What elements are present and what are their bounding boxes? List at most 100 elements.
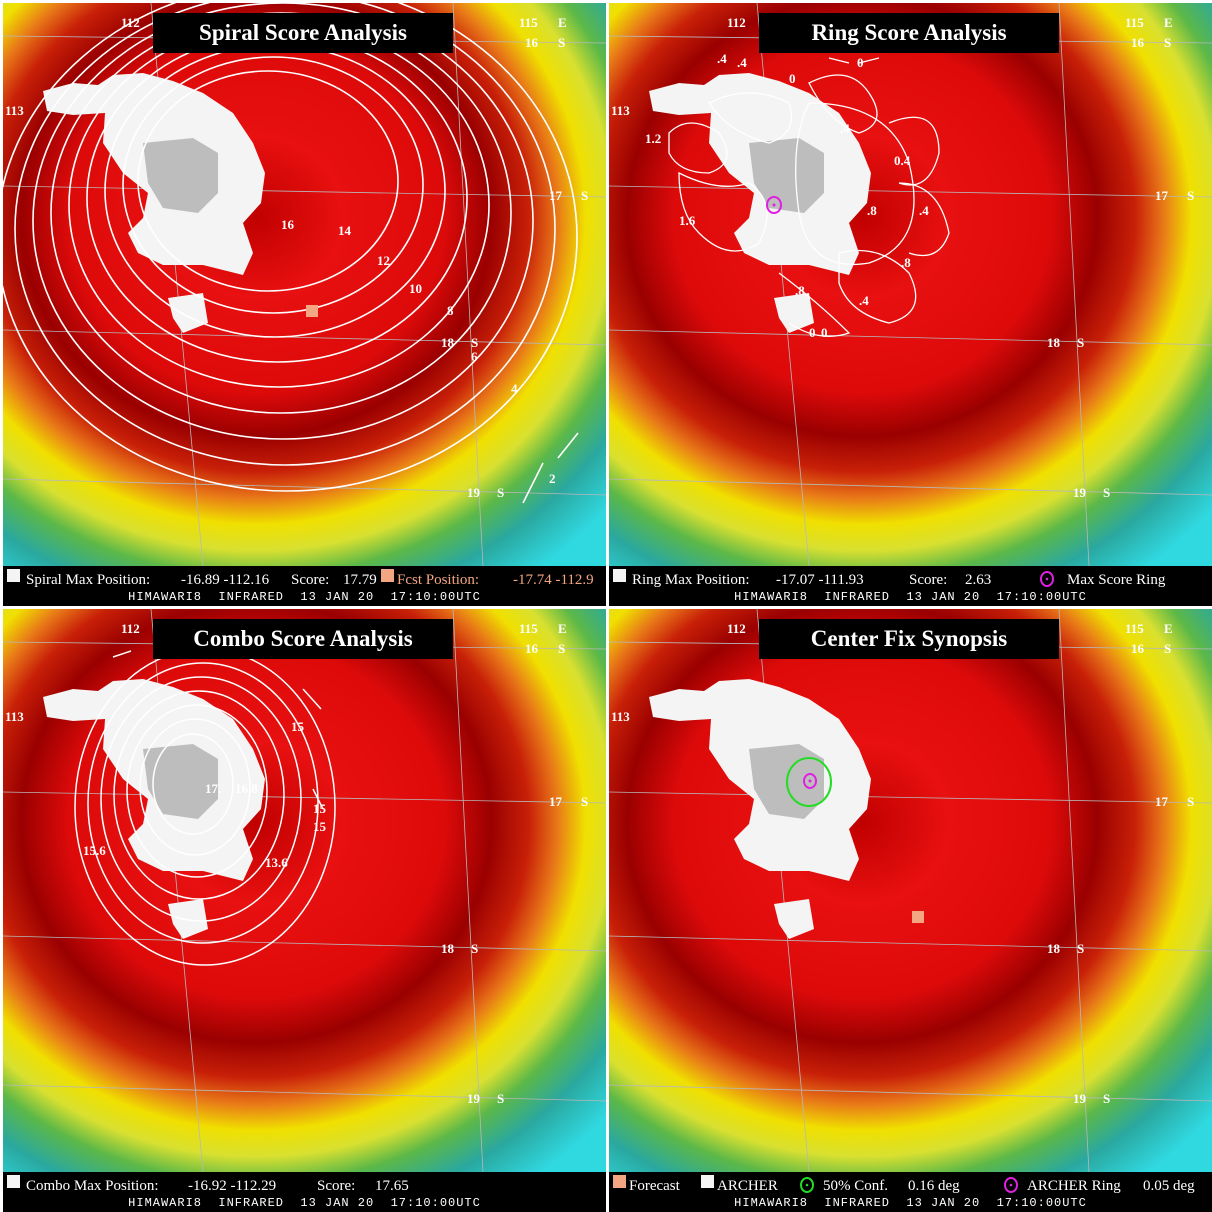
svg-text:19: 19 bbox=[1073, 485, 1087, 500]
white-square-icon bbox=[613, 569, 626, 582]
grid-labels: 112 115 E 113 16 S 17 S 18 S 19 S bbox=[5, 621, 588, 1106]
svg-text:S: S bbox=[581, 794, 588, 809]
svg-text:115: 115 bbox=[1125, 15, 1144, 30]
cloud-cluster bbox=[43, 73, 265, 333]
spiral-contours bbox=[3, 3, 579, 504]
panel-title: Center Fix Synopsis bbox=[759, 619, 1059, 659]
svg-text:115: 115 bbox=[1125, 621, 1144, 636]
svg-text:19: 19 bbox=[467, 485, 481, 500]
svg-text:13.6: 13.6 bbox=[265, 855, 288, 870]
svg-text:15: 15 bbox=[313, 819, 327, 834]
max-ring bbox=[766, 196, 782, 214]
synopsis-panel: 112 115 E 113 16 S 17 S 18 S 19 S Center… bbox=[609, 609, 1212, 1212]
combo-panel: 15 15 15 15.6 13.6 17. 16.8 112 115 E 11… bbox=[3, 609, 606, 1212]
svg-text:19: 19 bbox=[1073, 1091, 1087, 1106]
combo-score-label: Score: bbox=[317, 1178, 356, 1194]
svg-text:.8: .8 bbox=[901, 255, 911, 270]
combo-contours bbox=[74, 648, 336, 966]
svg-text:S: S bbox=[558, 641, 565, 656]
svg-text:15: 15 bbox=[313, 801, 327, 816]
ring-contours bbox=[668, 57, 950, 337]
spiral-map[interactable]: 16 14 12 10 8 6 4 2 112 115 E 113 16 S 1… bbox=[3, 3, 606, 566]
spiral-max-value: -16.89 -112.16 bbox=[181, 572, 270, 588]
archer-ring-icon bbox=[1004, 1177, 1018, 1193]
svg-text:16.8: 16.8 bbox=[235, 781, 258, 796]
fcst-label: Fcst Position: bbox=[397, 572, 480, 588]
svg-text:17.: 17. bbox=[205, 781, 221, 796]
satellite-info: HIMAWARI8 INFRARED 13 JAN 20 17:10:00UTC bbox=[734, 1196, 1087, 1210]
combo-score-value: 17.65 bbox=[375, 1178, 409, 1194]
svg-text:16: 16 bbox=[281, 217, 295, 232]
ring-contour-labels: .4 .4 0 0 .4 1.2 0.4 .8 1.6 .4 .8 .8 .4 … bbox=[645, 51, 929, 340]
spiral-panel: 16 14 12 10 8 6 4 2 112 115 E 113 16 S 1… bbox=[3, 3, 606, 606]
white-square-icon bbox=[7, 1175, 20, 1188]
panel-legend: Forecast ARCHER 50% Conf. 0.16 deg ARCHE… bbox=[609, 1172, 1212, 1212]
ring-max-label: Ring Max Position: bbox=[632, 572, 750, 588]
panel-legend: Spiral Max Position: -16.89 -112.16 Scor… bbox=[3, 566, 606, 606]
grid-labels: 112 115 E 113 16 S 17 S 18 S 19 S bbox=[611, 621, 1194, 1106]
svg-text:1.6: 1.6 bbox=[679, 213, 696, 228]
panel-legend: Combo Max Position: -16.92 -112.29 Score… bbox=[3, 1172, 606, 1212]
svg-text:6: 6 bbox=[471, 349, 478, 364]
svg-text:.8: .8 bbox=[867, 203, 877, 218]
forecast-square-icon bbox=[613, 1175, 626, 1188]
white-square-icon bbox=[7, 569, 20, 582]
svg-text:.4: .4 bbox=[737, 55, 747, 70]
svg-text:10: 10 bbox=[409, 281, 422, 296]
svg-text:113: 113 bbox=[611, 103, 630, 118]
panel-legend: Ring Max Position: -17.07 -111.93 Score:… bbox=[609, 566, 1212, 606]
svg-text:S: S bbox=[1187, 188, 1194, 203]
svg-text:S: S bbox=[1187, 794, 1194, 809]
combo-max-label: Combo Max Position: bbox=[26, 1178, 159, 1194]
synopsis-map[interactable]: 112 115 E 113 16 S 17 S 18 S 19 S bbox=[609, 609, 1212, 1172]
combo-map[interactable]: 15 15 15 15.6 13.6 17. 16.8 112 115 E 11… bbox=[3, 609, 606, 1172]
svg-text:S: S bbox=[497, 1091, 504, 1106]
spiral-max-label: Spiral Max Position: bbox=[26, 572, 151, 588]
svg-text:S: S bbox=[1077, 335, 1084, 350]
svg-text:.8: .8 bbox=[795, 283, 805, 298]
ring-panel: .4 .4 0 0 .4 1.2 0.4 .8 1.6 .4 .8 .8 .4 … bbox=[609, 3, 1212, 606]
svg-text:17: 17 bbox=[549, 794, 563, 809]
archer-ring bbox=[803, 773, 817, 789]
svg-text:S: S bbox=[1077, 941, 1084, 956]
ring-map[interactable]: .4 .4 0 0 .4 1.2 0.4 .8 1.6 .4 .8 .8 .4 … bbox=[609, 3, 1212, 566]
svg-text:E: E bbox=[1164, 15, 1173, 30]
svg-text:112: 112 bbox=[727, 621, 746, 636]
combo-max-value: -16.92 -112.29 bbox=[188, 1178, 277, 1194]
svg-text:.4: .4 bbox=[859, 293, 869, 308]
panel-title: Spiral Score Analysis bbox=[153, 13, 453, 53]
svg-text:18: 18 bbox=[441, 941, 455, 956]
confidence-ellipse bbox=[786, 757, 832, 807]
conf-value: 0.16 deg bbox=[908, 1178, 960, 1194]
panel-title: Combo Score Analysis bbox=[153, 619, 453, 659]
svg-text:18: 18 bbox=[1047, 335, 1061, 350]
svg-text:19: 19 bbox=[467, 1091, 481, 1106]
svg-text:S: S bbox=[471, 941, 478, 956]
conf-label: 50% Conf. bbox=[823, 1178, 888, 1194]
forecast-label: Forecast bbox=[629, 1178, 680, 1194]
svg-text:112: 112 bbox=[727, 15, 746, 30]
svg-text:16: 16 bbox=[525, 35, 539, 50]
max-score-ring-icon bbox=[1040, 571, 1054, 587]
satellite-info: HIMAWARI8 INFRARED 13 JAN 20 17:10:00UTC bbox=[128, 1196, 481, 1210]
svg-text:.4: .4 bbox=[840, 121, 850, 136]
conf-ellipse-icon bbox=[800, 1177, 814, 1193]
svg-text:S: S bbox=[558, 35, 565, 50]
combo-contour-labels: 15 15 15 15.6 13.6 17. 16.8 bbox=[83, 719, 327, 870]
satellite-info: HIMAWARI8 INFRARED 13 JAN 20 17:10:00UTC bbox=[734, 590, 1087, 604]
spiral-score-label: Score: bbox=[291, 572, 330, 588]
svg-text:S: S bbox=[1164, 641, 1171, 656]
cloud-cluster bbox=[649, 73, 871, 333]
panel-title: Ring Score Analysis bbox=[759, 13, 1059, 53]
svg-text:S: S bbox=[471, 335, 478, 350]
spiral-contour-labels: 16 14 12 10 8 6 4 2 bbox=[281, 217, 556, 486]
svg-text:S: S bbox=[497, 485, 504, 500]
archer-ring-value: 0.05 deg bbox=[1143, 1178, 1195, 1194]
svg-text:17: 17 bbox=[1155, 794, 1169, 809]
satellite-info: HIMAWARI8 INFRARED 13 JAN 20 17:10:00UTC bbox=[128, 590, 481, 604]
svg-text:.4: .4 bbox=[919, 203, 929, 218]
svg-text:12: 12 bbox=[377, 253, 390, 268]
grid-labels: 112 115 E 113 16 S 17 S 18 S 19 S bbox=[5, 15, 588, 500]
ring-score-value: 2.63 bbox=[965, 572, 992, 588]
svg-text:16: 16 bbox=[525, 641, 539, 656]
